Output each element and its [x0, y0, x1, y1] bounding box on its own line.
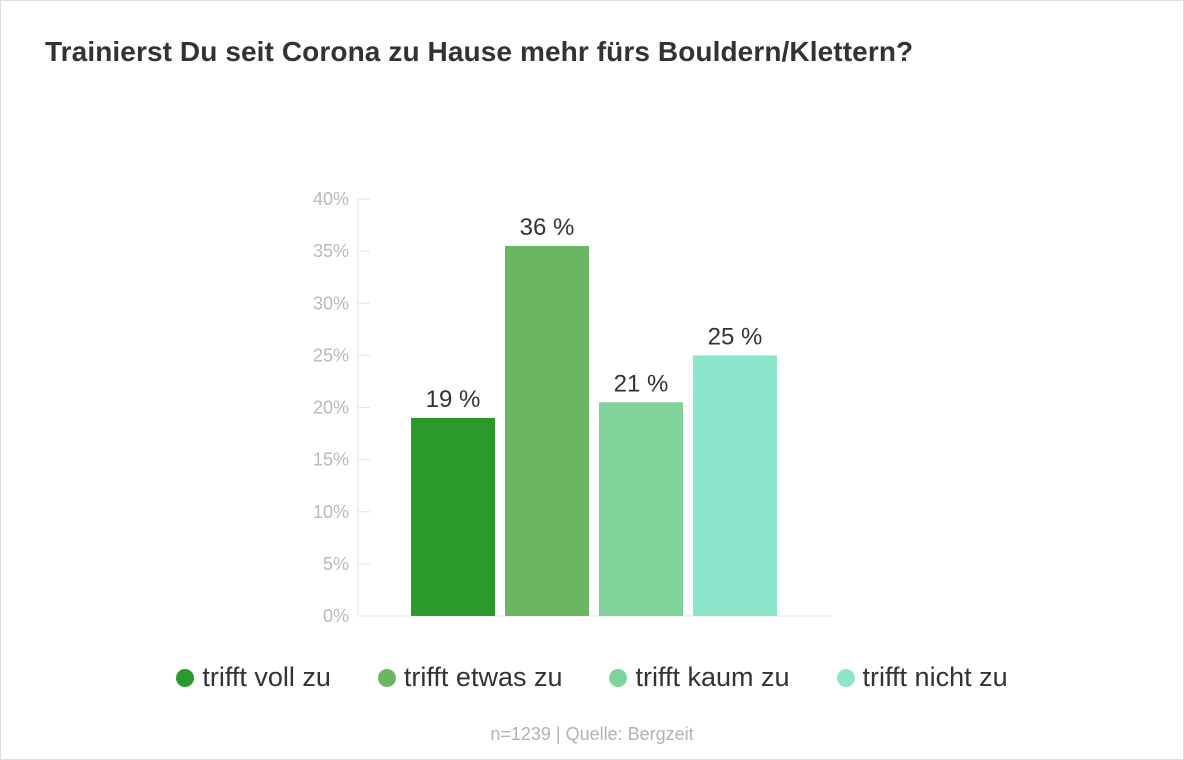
legend-swatch [176, 668, 195, 687]
data-label-2: 36 % [520, 214, 575, 241]
legend-swatch [377, 668, 396, 687]
y-tick-label: 25% [313, 345, 349, 365]
bar-2 [505, 245, 589, 616]
legend-item: trifft kaum zu [609, 662, 790, 693]
data-label-3: 21 % [614, 370, 669, 397]
legend: trifft voll zu trifft etwas zu trifft kaum… [0, 662, 1184, 693]
legend-swatch [609, 668, 628, 687]
bar-4 [693, 355, 777, 616]
legend-item: trifft voll zu [176, 662, 331, 693]
y-tick-label: 20% [313, 398, 349, 418]
legend-swatch [836, 668, 855, 687]
bar-3 [599, 402, 683, 616]
data-label-1: 19 % [426, 386, 481, 413]
legend-item: trifft etwas zu [377, 662, 563, 693]
y-tick-label: 40% [313, 189, 349, 209]
y-tick-label: 15% [313, 450, 349, 470]
bar-1 [411, 417, 495, 616]
legend-label: trifft etwas zu [403, 662, 563, 692]
legend-label: trifft kaum zu [635, 662, 790, 692]
y-tick-label: 0% [323, 606, 349, 626]
chart-title: Trainierst Du seit Corona zu Hause mehr … [45, 36, 914, 67]
y-tick-label: 35% [313, 241, 349, 261]
y-tick-label: 5% [323, 554, 349, 574]
y-tick-label: 10% [313, 502, 349, 522]
legend-label: trifft nicht zu [862, 662, 1008, 692]
y-tick-label: 30% [313, 293, 349, 313]
legend-label: trifft voll zu [202, 662, 331, 692]
bar-chart: 0% 5% 10% 15% 20% 25% 30% 35% 40% 19 % 36 % 21 % 25 … [313, 189, 830, 626]
source-note: n=1239 | Quelle: Bergzeit [490, 724, 694, 744]
legend-item: trifft nicht zu [836, 662, 1008, 693]
data-label-4: 25 % [708, 323, 763, 350]
